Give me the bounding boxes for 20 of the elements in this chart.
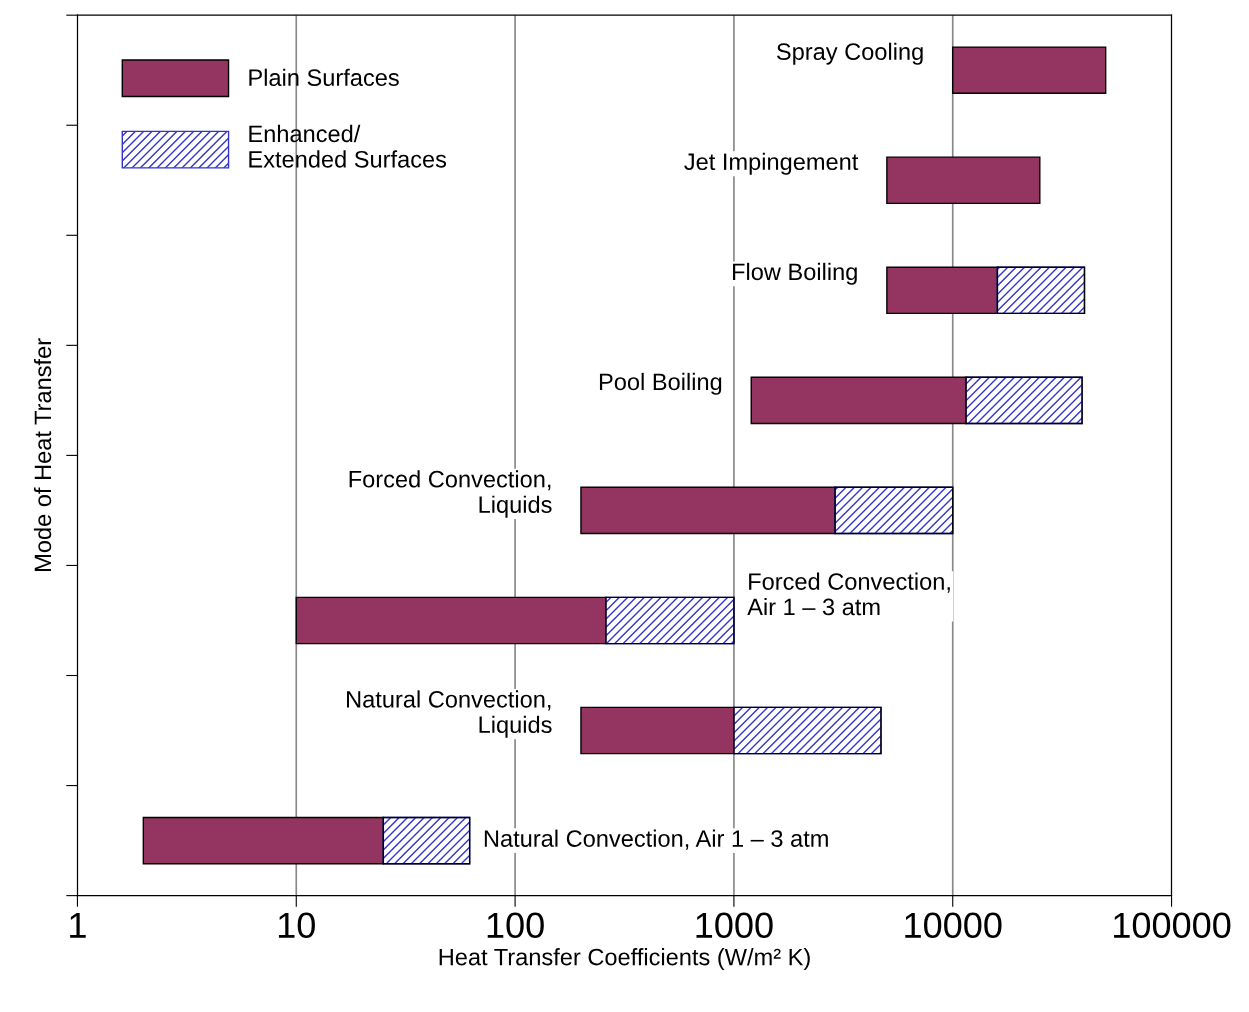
legend-label: Plain Surfaces [249, 68, 399, 87]
x-tick-label: 100 [487, 912, 544, 939]
bar [886, 156, 1041, 205]
bar [952, 46, 1107, 95]
y-tick-label: Forced Convection, Liquids [349, 470, 552, 518]
y-tick-label: Spray Cooling [776, 42, 923, 65]
x-tick-label: 1000 [696, 912, 773, 939]
y-tick-label: Flow Boiling [732, 262, 857, 285]
x-axis-title: Heat Transfer Coefficients (W/m² K) [439, 948, 810, 971]
legend-label: Enhanced/ Extended Surfaces [249, 124, 447, 168]
y-tick-label: Natural Convection, Air 1 – 3 atm [484, 829, 828, 850]
x-tick-label: 10 [278, 912, 315, 939]
x-tick-label: 10000 [905, 912, 1002, 939]
x-tick-label: 1 [70, 912, 86, 938]
y-tick-label: Natural Convection, Liquids [347, 690, 552, 738]
y-axis-title: Mode of Heat Transfer [33, 338, 52, 571]
x-tick-label: 100000 [1114, 912, 1231, 939]
y-tick-label: Jet Impingement [684, 152, 859, 175]
y-tick-label: Pool Boiling [599, 372, 722, 395]
y-tick-label: Forced Convection, Air 1 – 3 atm [747, 572, 950, 616]
